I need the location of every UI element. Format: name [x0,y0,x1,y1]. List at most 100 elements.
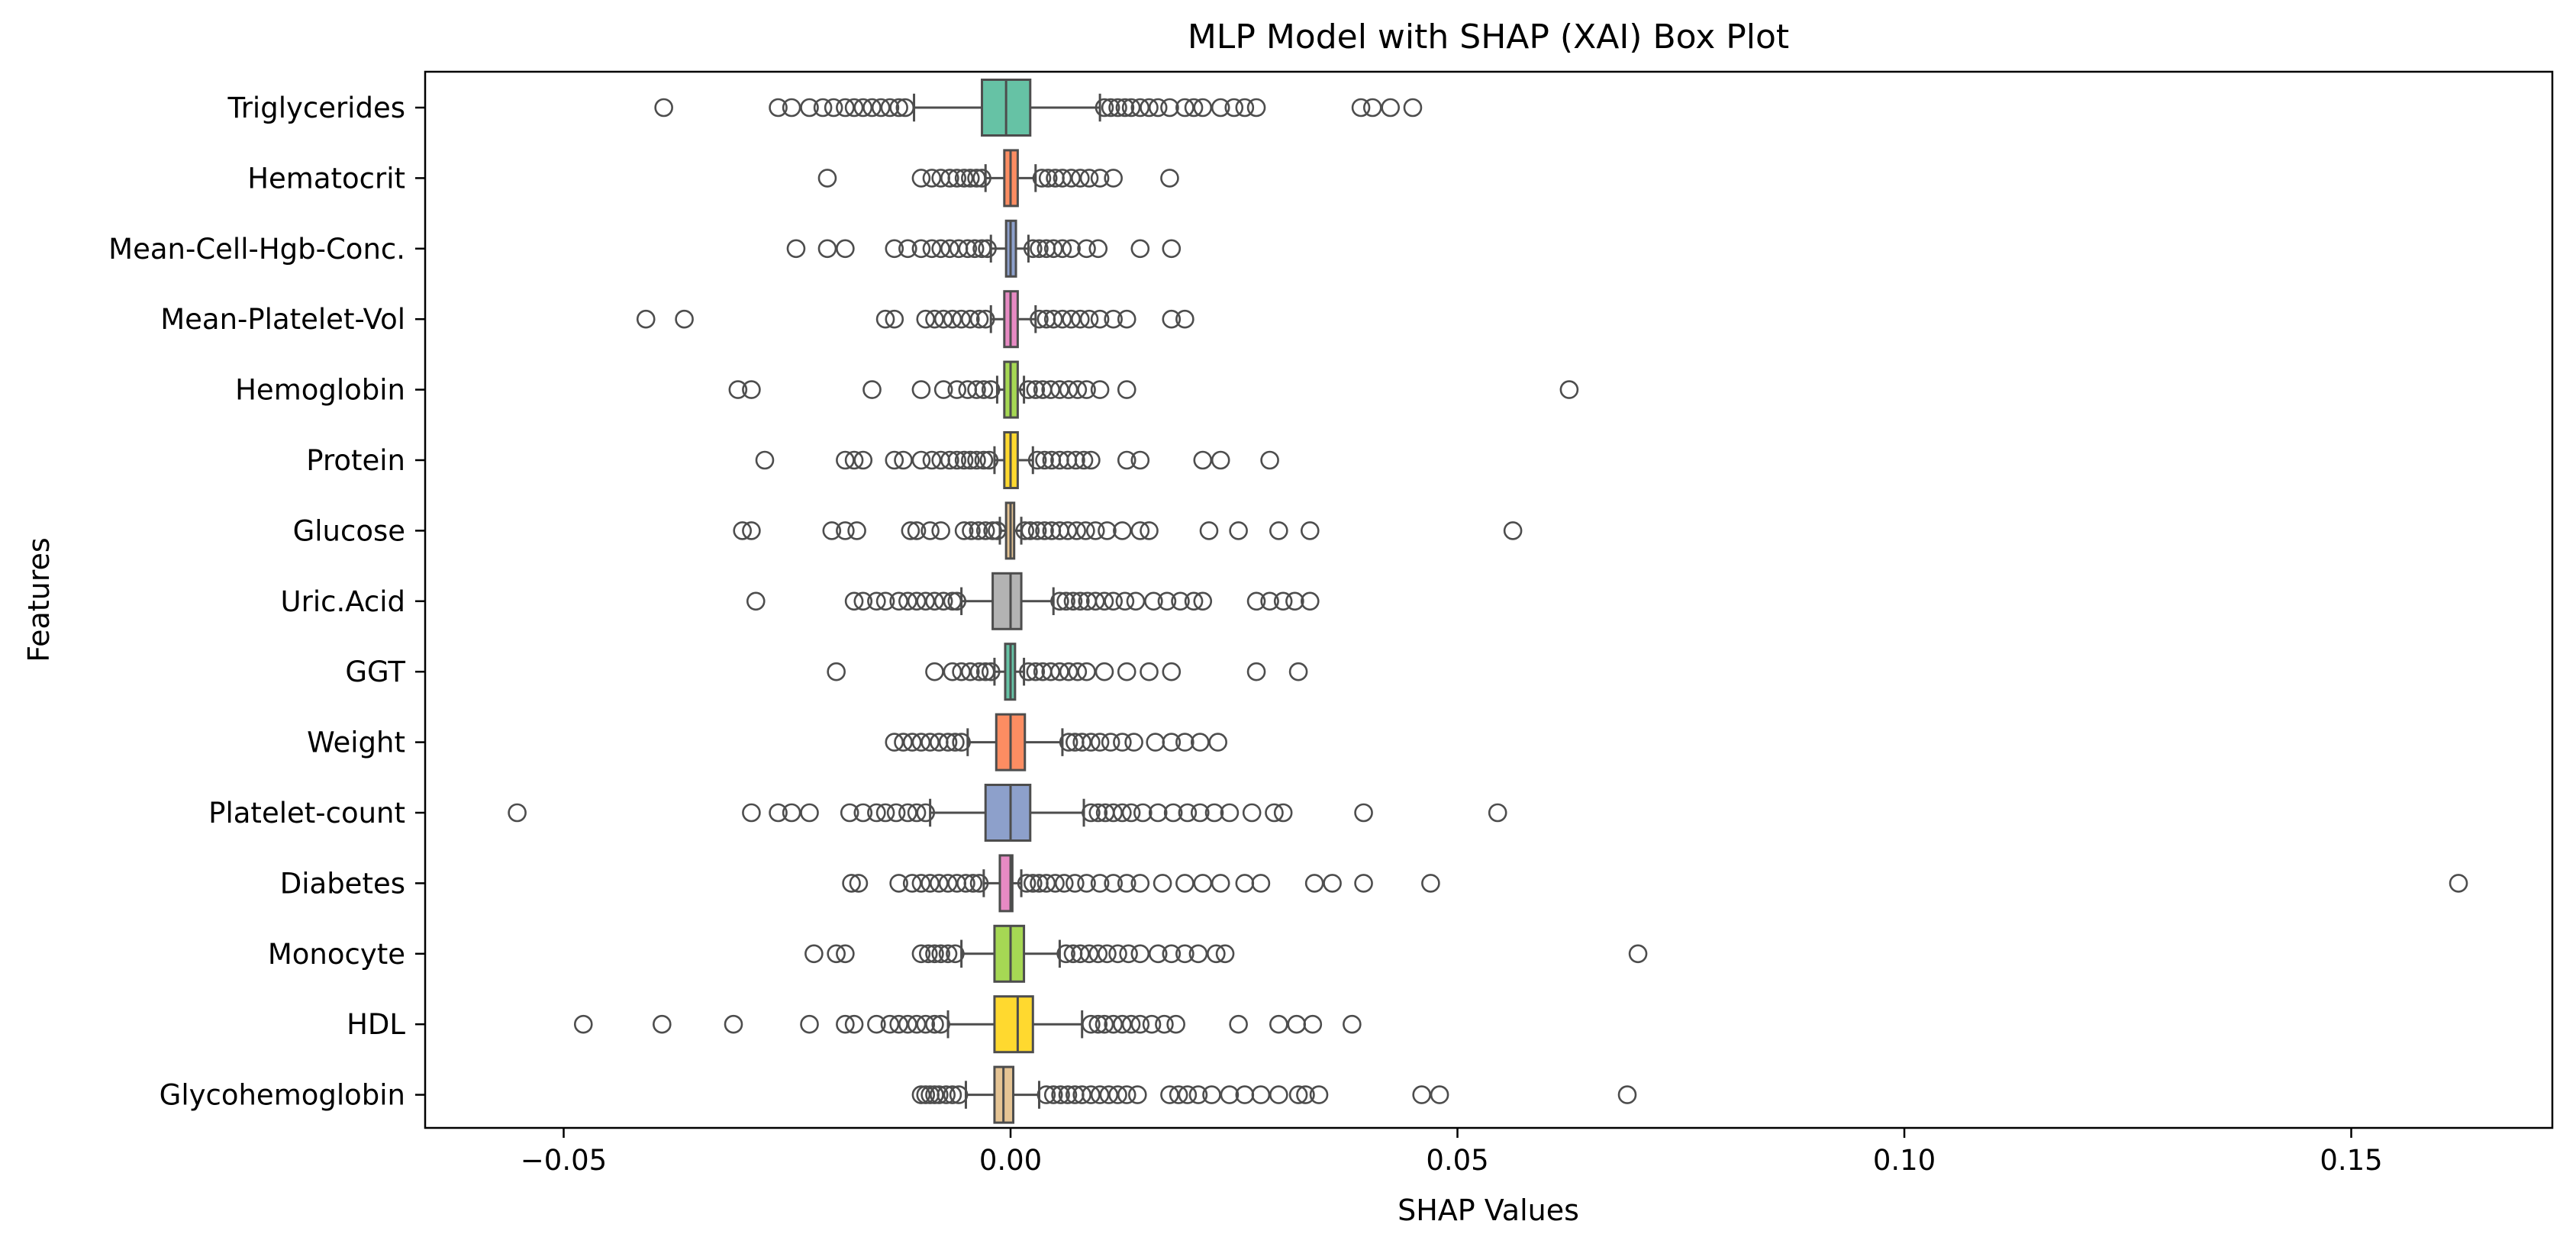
outlier-point [1090,1085,1110,1104]
outlier-point [1421,874,1440,893]
outlier-point [1190,733,1210,752]
x-axis: −0.05 0.00 0.05 0.10 0.15 [521,1128,2383,1177]
outlier-point [898,239,917,259]
outlier-point [875,591,895,611]
y-tick-label: Glucose [293,514,405,547]
outlier-point [1130,98,1150,118]
outlier-point [1117,309,1136,329]
outlier-point [1077,380,1096,399]
outlier-point [836,450,855,470]
box-group [508,784,1507,842]
outlier-point [1117,450,1136,470]
outlier-point [885,239,904,259]
outlier-point [1130,521,1150,540]
outlier-point [979,450,999,470]
y-tick-label: Weight [307,726,405,759]
outlier-point [1117,874,1136,893]
outlier-point [1130,874,1150,893]
outlier-point [1115,98,1135,118]
outlier-point [862,380,882,399]
outlier-point [961,309,980,329]
outlier-point [1140,662,1159,681]
outlier-point [920,521,940,540]
outlier-point [1037,1085,1056,1104]
outlier-point [931,1014,950,1034]
outlier-point [886,803,906,823]
outlier-point [895,98,915,118]
outlier-point [1246,98,1266,118]
outlier-point [1053,239,1072,259]
outlier-point [889,1014,908,1034]
outlier-point [1220,803,1240,823]
outlier-point [1113,1014,1132,1034]
outlier-point [1126,591,1146,611]
outlier-point [975,521,995,540]
outlier-point [1251,1085,1271,1104]
outlier-point [880,98,900,118]
outlier-point [1260,450,1279,470]
outlier-point [947,591,967,611]
outlier-point [1142,1014,1162,1034]
outlier-point [1059,662,1078,681]
y-tick-label: Triglycerides [227,92,405,124]
outlier-point [853,450,873,470]
outlier-point [918,944,938,964]
outlier-point [946,733,965,752]
outlier-point [885,733,904,752]
outlier-point [974,380,994,399]
outlier-point [1144,591,1163,611]
outlier-point [1050,380,1069,399]
outlier-point [1082,733,1101,752]
outlier-point [1074,450,1094,470]
box-group [755,431,1279,489]
outlier-point [931,944,950,964]
outlier-point [1076,521,1095,540]
box-group [573,995,1362,1054]
outlier-point [978,239,997,259]
outlier-point [573,1014,593,1034]
outlier-point [836,98,855,118]
outlier-point [1062,309,1081,329]
outlier-point [827,944,846,964]
outlier-point [1269,521,1288,540]
outlier-point [1153,874,1172,893]
outlier-point [1056,944,1075,964]
outlier-point [969,521,988,540]
outlier-point [844,591,864,611]
x-tick-label: 0.10 [1873,1144,1936,1177]
outlier-point [894,450,913,470]
outlier-point [1117,1085,1136,1104]
outlier-point [925,309,944,329]
outlier-point [1072,733,1091,752]
outlier-point [1113,733,1132,752]
box-group [827,643,1308,701]
outlier-point [1124,733,1143,752]
outlier-point [1130,944,1150,964]
outlier-point [800,1014,819,1034]
outlier-point [1068,662,1088,681]
outlier-point [1160,98,1179,118]
box-group [911,1065,1637,1124]
outlier-point [922,169,942,188]
y-tick-label: Mean-Cell-Hgb-Conc. [108,233,405,266]
outlier-point [1430,1085,1449,1104]
outlier-point [782,803,801,823]
outlier-point [1146,733,1165,752]
outlier-point [1211,874,1230,893]
outlier-point [1041,380,1061,399]
outlier-point [898,803,917,823]
iqr-box [993,924,1026,983]
x-tick-label: 0.15 [2320,1144,2382,1177]
outlier-point [920,874,940,893]
iqr-box [998,854,1014,913]
outlier-point [1090,733,1110,752]
outlier-point [786,239,806,259]
outlier-point [1095,98,1114,118]
box-group [804,924,1648,983]
outlier-point [1095,662,1114,681]
outlier-point [1269,1085,1288,1104]
y-tick-label: HDL [347,1008,405,1041]
outlier-point [1043,309,1063,329]
x-tick-label: −0.05 [521,1144,607,1177]
outlier-point [1062,239,1081,259]
